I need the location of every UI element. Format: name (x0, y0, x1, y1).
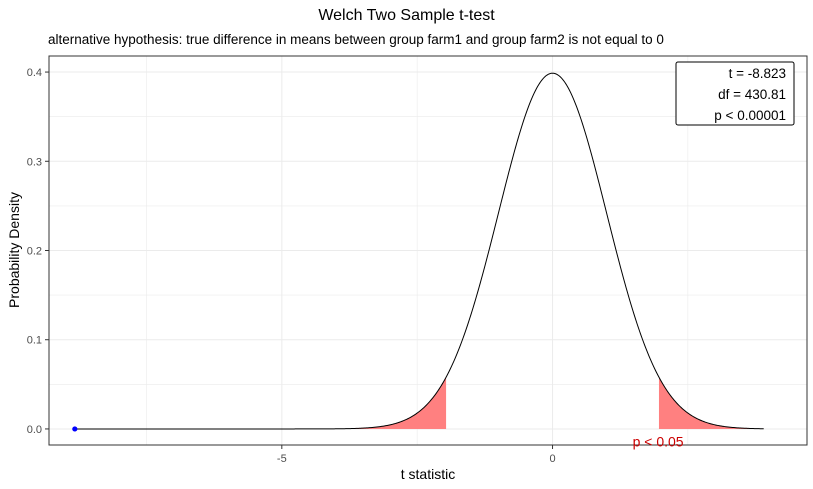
y-axis-title: Probability Density (6, 192, 22, 308)
stats-box-t: t = -8.823 (729, 66, 786, 81)
density-curve (74, 72, 764, 430)
axis-ticks: -5 0 0.0 0.1 0.2 0.3 0.4 (27, 67, 556, 465)
rejection-region-right (658, 377, 764, 429)
y-tick-label: 0.4 (27, 67, 42, 79)
x-tick-label: -5 (277, 453, 287, 465)
grid (49, 56, 807, 445)
stats-box: t = -8.823 df = 430.81 p < 0.00001 (675, 61, 795, 126)
chart-subtitle: alternative hypothesis: true difference … (48, 32, 664, 47)
x-tick-label: 0 (549, 453, 555, 465)
y-tick-label: 0.1 (27, 335, 42, 347)
rejection-regions (74, 377, 764, 429)
observed-t-point (72, 426, 78, 432)
x-axis-title: t statistic (401, 466, 455, 482)
p-value-annotation: p < 0.05 (633, 433, 684, 449)
stats-box-df: df = 430.81 (718, 87, 786, 102)
rejection-region-left (74, 377, 447, 429)
stats-box-frame (675, 61, 795, 126)
stats-box-p: p < 0.00001 (714, 108, 786, 123)
y-tick-label: 0.2 (27, 246, 42, 258)
y-tick-label: 0.0 (27, 424, 42, 436)
y-tick-label: 0.3 (27, 156, 42, 168)
chart-title: Welch Two Sample t-test (318, 7, 495, 24)
